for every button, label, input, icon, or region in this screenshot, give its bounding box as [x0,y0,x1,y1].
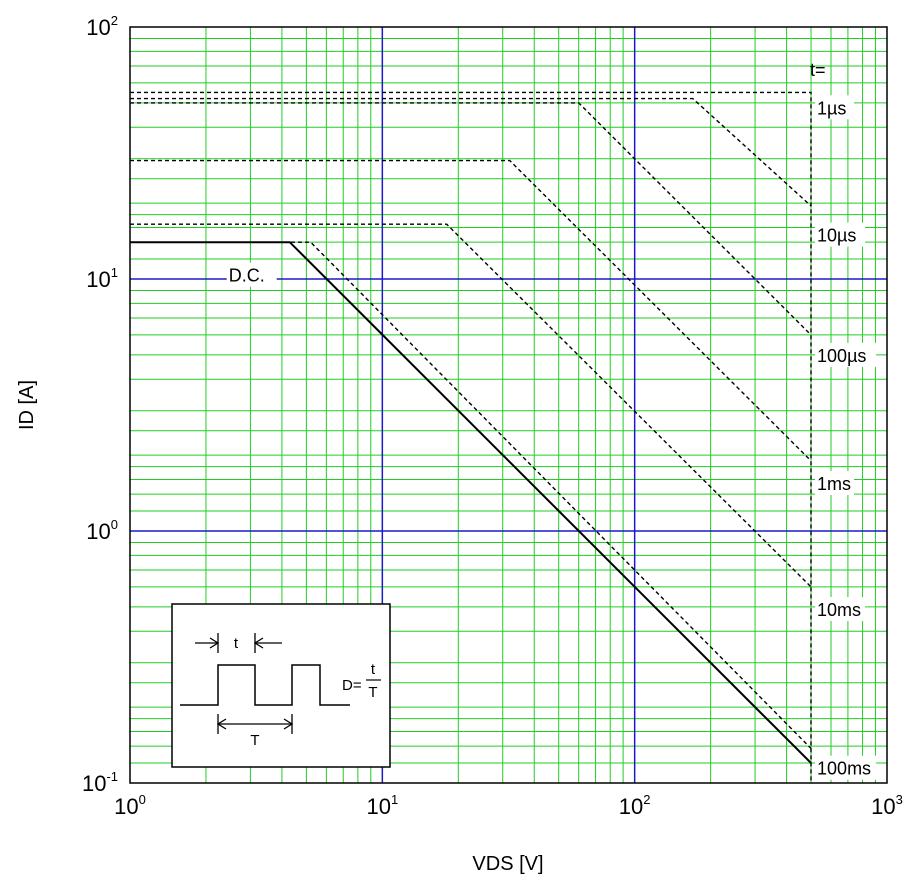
pulse-width-label: t [234,635,239,652]
x-tick-label: 100 [114,792,146,819]
period-label: T [250,732,259,749]
series-label-bg-1ms [815,471,855,496]
series-line-dc [130,241,812,764]
duty-formula-lhs: D= [342,677,362,694]
series-label-bg-10us [815,222,866,247]
series-label-bg-dc [226,262,277,287]
series-line-100us [130,102,812,336]
x-tick-label: 101 [366,792,398,819]
duty-formula-denominator: T [368,684,377,701]
series-labels: 1µs 10µs 100µs 1ms 10ms 100ms D.C. [226,95,877,780]
duty-formula-numerator: t [371,661,376,678]
minor-grid [130,27,887,783]
y-tick-label: 100 [86,517,118,544]
series-line-10us [130,97,812,207]
series-line-1ms [130,159,812,462]
series-label-10ms: 10ms [817,600,861,620]
period-arrowhead-left [216,718,227,730]
y-tick-labels: 10-1 100 101 102 [82,13,118,796]
y-tick-label: 102 [86,13,118,40]
y-tick-label: 101 [86,265,118,292]
series-label-1ms: 1ms [817,474,851,494]
pulse-waveform [180,664,350,706]
series-label-10us: 10µs [817,226,856,246]
x-tick-label: 103 [871,792,903,819]
series-header: t= [810,60,826,80]
pulse-inset: t T D= t T [171,603,391,768]
series-label-100ms: 100ms [817,759,871,779]
series-label-bg-10ms [815,597,866,622]
x-tick-label: 102 [619,792,651,819]
series-line-1us [130,91,812,783]
period-arrowhead-right [283,718,294,730]
series-label-dc: D.C. [229,266,265,286]
x-axis-title: VDS [V] [472,853,543,875]
x-tick-labels: 100 101 102 103 [114,792,903,819]
y-tick-label: 10-1 [82,769,118,796]
series-line-10ms [130,223,812,588]
series-label-bg-100us [815,342,877,367]
series-label-bg-1us [815,95,855,120]
series-label-bg-100ms [815,755,877,780]
series-lines [130,91,812,783]
plot-frame [129,26,888,784]
inset-frame [171,603,391,768]
y-axis-title: ID [A] [16,380,38,430]
series-label-100us: 100µs [817,346,866,366]
series-label-1us: 1µs [817,98,846,118]
